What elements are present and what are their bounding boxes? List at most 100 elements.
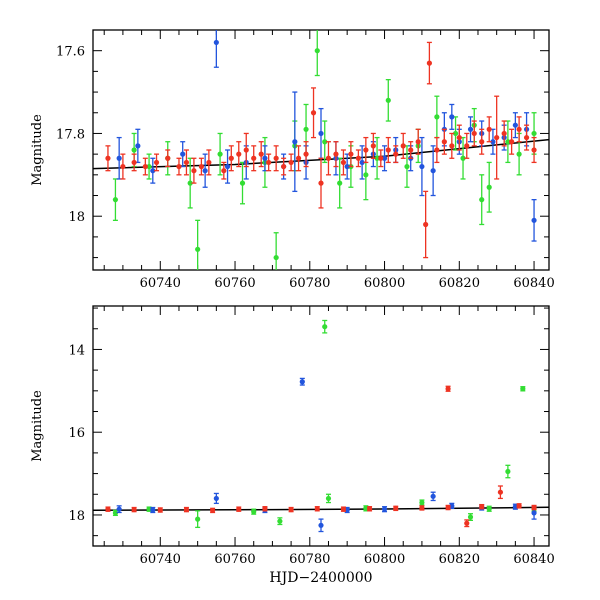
x-tick-label: 60840 [513, 276, 554, 291]
data-point [318, 522, 324, 528]
data-point [531, 130, 537, 137]
data-point [303, 126, 309, 132]
data-point [217, 151, 223, 157]
data-point [348, 151, 354, 157]
data-point [430, 493, 436, 499]
data-point [486, 184, 492, 190]
data-point [333, 151, 339, 157]
top-panel: 60740 60760 60780 60800 60820 60840 17.6 17.8 18… [30, 29, 555, 291]
data-point [363, 147, 369, 153]
data-point [228, 155, 234, 161]
data-point [531, 504, 537, 511]
data-point [531, 147, 537, 153]
data-point [479, 197, 485, 203]
data-point [340, 506, 347, 512]
data-point [116, 506, 122, 512]
data-point [366, 506, 373, 512]
data-point [516, 151, 522, 157]
y-tick-label: 17.8 [56, 127, 85, 142]
data-point [494, 134, 500, 141]
data-point [381, 506, 388, 512]
y-tick-label: 18 [68, 210, 85, 225]
data-point [434, 147, 440, 153]
data-point [393, 151, 399, 157]
data-point [251, 509, 257, 515]
data-layer [93, 30, 549, 270]
data-point [460, 155, 466, 161]
data-point [467, 126, 474, 132]
data-point [176, 163, 182, 170]
data-point [344, 163, 350, 170]
data-point [393, 505, 399, 511]
data-point [195, 246, 201, 252]
data-point [419, 499, 425, 506]
data-point [221, 168, 227, 174]
data-point [337, 180, 343, 186]
data-point [213, 495, 219, 502]
plot-frame [92, 305, 550, 547]
data-point [131, 506, 137, 513]
data-point [243, 147, 249, 153]
data-point [445, 386, 451, 392]
data-point [142, 163, 148, 170]
data-point [206, 159, 212, 166]
x-tick-label: 60760 [214, 276, 255, 291]
data-point [505, 139, 511, 145]
data-point [251, 155, 257, 161]
data-point [224, 163, 231, 170]
y-axis-label: Magnitude [30, 390, 45, 462]
data-point [210, 507, 216, 514]
data-point [198, 163, 204, 170]
data-point [180, 151, 186, 157]
data-point [191, 168, 197, 174]
data-point [325, 495, 332, 502]
data-point [381, 155, 388, 161]
data-point [157, 507, 163, 513]
data-point [135, 143, 141, 149]
data-point [236, 151, 242, 157]
y-tick-label: 14 [68, 343, 85, 358]
data-point [509, 139, 515, 145]
y-tick-label: 16 [68, 426, 85, 441]
data-point [516, 503, 522, 509]
data-point [105, 506, 111, 512]
x-tick-label: 60800 [364, 552, 405, 567]
data-point [385, 97, 391, 103]
data-point [322, 139, 328, 145]
series-group [112, 30, 537, 270]
x-tick-label: 60740 [140, 276, 181, 291]
data-point [325, 155, 332, 161]
data-point [512, 122, 518, 128]
data-point [105, 155, 111, 161]
data-point [359, 159, 365, 166]
data-point [497, 489, 504, 495]
data-point [501, 130, 507, 137]
data-point [273, 155, 279, 161]
data-point [378, 155, 384, 161]
data-point [295, 155, 302, 161]
data-point [314, 48, 320, 54]
plot-frame [92, 29, 550, 271]
data-point [273, 254, 279, 261]
data-point [523, 134, 530, 141]
data-point [116, 155, 122, 161]
data-point [146, 163, 152, 170]
data-point [531, 217, 537, 223]
data-point [310, 110, 317, 116]
data-point [281, 163, 287, 170]
data-point [430, 168, 436, 174]
data-point [385, 147, 391, 153]
data-point [408, 147, 414, 153]
data-point [490, 139, 496, 145]
data-point [486, 506, 492, 512]
y-tick-label: 18 [68, 509, 85, 524]
x-tick-label: 60820 [439, 552, 480, 567]
data-point [299, 379, 305, 385]
data-point [303, 151, 309, 157]
data-point [531, 510, 537, 516]
data-point [363, 172, 369, 178]
data-point [471, 130, 477, 137]
data-point [288, 159, 294, 166]
data-point [340, 159, 347, 166]
data-point [441, 139, 447, 145]
